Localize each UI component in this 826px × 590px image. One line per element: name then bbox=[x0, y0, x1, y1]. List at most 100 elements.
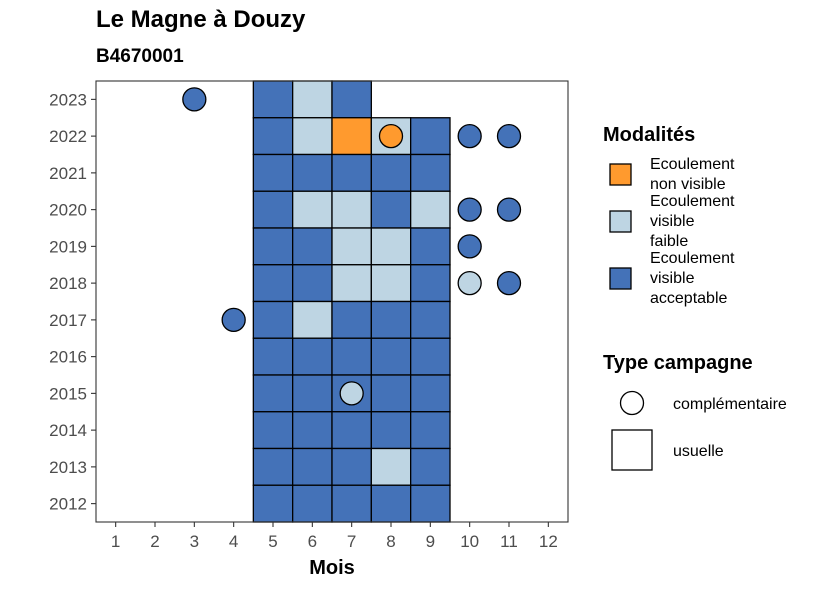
heatmap-cell bbox=[370, 153, 412, 192]
x-tick-label: 9 bbox=[426, 532, 435, 551]
heatmap-cell bbox=[292, 337, 333, 376]
complementary-point bbox=[457, 270, 482, 296]
heatmap-cell bbox=[292, 117, 333, 156]
heatmap-cell bbox=[410, 190, 451, 229]
heatmap-cell bbox=[331, 227, 372, 266]
x-tick-label: 3 bbox=[190, 532, 199, 551]
heatmap-cell bbox=[410, 117, 451, 156]
legend-key-usuelle bbox=[611, 429, 653, 471]
complementary-point bbox=[457, 197, 482, 222]
heatmap-cell bbox=[410, 153, 451, 192]
x-tick-label: 7 bbox=[347, 532, 356, 551]
heatmap-cell bbox=[292, 190, 333, 229]
heatmap-cell bbox=[292, 484, 333, 523]
heatmap-cell bbox=[370, 264, 412, 303]
heatmap-cell bbox=[292, 374, 333, 413]
legend-label-nonvisible: Ecoulement non visible bbox=[650, 156, 735, 193]
point-layer bbox=[182, 87, 522, 406]
plot-panel-border bbox=[95, 80, 569, 523]
legend-swatch-acceptable bbox=[609, 267, 632, 290]
complementary-point bbox=[339, 381, 364, 406]
heatmap-cell bbox=[370, 484, 412, 523]
legend-swatch-faible bbox=[609, 210, 632, 233]
y-tick-label: 2016 bbox=[49, 348, 87, 367]
legend-label-faible: Ecoulement visible faible bbox=[650, 193, 735, 250]
heatmap-cell bbox=[292, 300, 333, 339]
y-tick-label: 2012 bbox=[49, 495, 87, 514]
heatmap-cell bbox=[252, 190, 294, 229]
legend-label-complementaire: complémentaire bbox=[673, 396, 787, 413]
heatmap-cell bbox=[410, 374, 451, 413]
x-tick-label: 4 bbox=[229, 532, 238, 551]
complementary-point bbox=[221, 307, 246, 333]
heatmap-cell bbox=[410, 484, 451, 523]
heatmap-cell bbox=[410, 337, 451, 376]
complementary-point bbox=[182, 87, 207, 112]
heatmap-cell bbox=[252, 447, 294, 486]
y-tick-label: 2013 bbox=[49, 458, 87, 477]
x-tick-label: 10 bbox=[460, 532, 479, 551]
heatmap-cell bbox=[370, 411, 412, 450]
heatmap-cell bbox=[331, 190, 372, 229]
legend-swatch-nonvisible bbox=[609, 163, 632, 186]
legend-label-acceptable: Ecoulement visible acceptable bbox=[650, 250, 735, 307]
x-tick-label: 6 bbox=[308, 532, 317, 551]
heatmap-cell bbox=[252, 227, 294, 266]
y-tick-label: 2014 bbox=[49, 421, 87, 440]
heatmap-cell bbox=[410, 300, 451, 339]
heatmap-cell bbox=[292, 411, 333, 450]
heatmap-cell bbox=[331, 300, 372, 339]
complementary-point bbox=[457, 234, 482, 259]
x-axis-title: Mois bbox=[309, 557, 355, 579]
x-tick-label: 1 bbox=[111, 532, 120, 551]
heatmap-cell bbox=[292, 227, 333, 266]
y-tick-label: 2022 bbox=[49, 127, 87, 146]
x-tick-label: 11 bbox=[500, 532, 518, 551]
heatmap-cell bbox=[370, 337, 412, 376]
x-tick-label: 8 bbox=[386, 532, 395, 551]
heatmap-cell bbox=[370, 190, 412, 229]
heatmap-cell bbox=[252, 374, 294, 413]
heatmap-cell bbox=[331, 447, 372, 486]
heatmap-cell bbox=[292, 153, 333, 192]
heatmap-cell bbox=[331, 153, 372, 192]
y-tick-label: 2018 bbox=[49, 274, 87, 293]
complementary-point bbox=[496, 123, 522, 149]
legend-types: complémentaire usuelle bbox=[611, 390, 787, 471]
chart-subtitle: B4670001 bbox=[96, 46, 184, 67]
complementary-point bbox=[378, 123, 404, 149]
heatmap-cell bbox=[410, 447, 451, 486]
heatmap-cell bbox=[292, 447, 333, 486]
x-tick-label: 12 bbox=[539, 532, 558, 551]
complementary-point bbox=[496, 197, 522, 222]
x-tick-label: 2 bbox=[150, 532, 159, 551]
y-tick-label: 2019 bbox=[49, 237, 87, 256]
heatmap-cell bbox=[370, 374, 412, 413]
heatmap-cell bbox=[252, 117, 294, 156]
y-tick-label: 2017 bbox=[49, 311, 87, 330]
cell-layer bbox=[252, 80, 451, 523]
heatmap-cell bbox=[331, 411, 372, 450]
heatmap-cell bbox=[370, 300, 412, 339]
y-tick-label: 2020 bbox=[49, 201, 87, 220]
heatmap-cell bbox=[292, 264, 333, 303]
heatmap-cell bbox=[252, 484, 294, 523]
y-tick-label: 2023 bbox=[49, 90, 87, 109]
heatmap-cell bbox=[252, 153, 294, 192]
heatmap-cell bbox=[252, 80, 294, 119]
legend-label-usuelle: usuelle bbox=[673, 443, 724, 460]
legend-modalites-title: Modalités bbox=[603, 124, 695, 146]
heatmap-cell bbox=[410, 264, 451, 303]
heatmap-cell bbox=[252, 411, 294, 450]
heatmap-cell bbox=[370, 447, 412, 486]
heatmap-cell bbox=[331, 484, 372, 523]
legend-type-title: Type campagne bbox=[603, 352, 753, 374]
heatmap-cell bbox=[252, 264, 294, 303]
y-tick-label: 2015 bbox=[49, 384, 87, 403]
x-axis: 1 2 3 4 5 6 7 8 9 10 11 12 bbox=[111, 522, 558, 551]
chart-title: Le Magne à Douzy bbox=[96, 6, 306, 33]
complementary-point bbox=[496, 270, 522, 296]
heatmap-cell bbox=[331, 264, 372, 303]
